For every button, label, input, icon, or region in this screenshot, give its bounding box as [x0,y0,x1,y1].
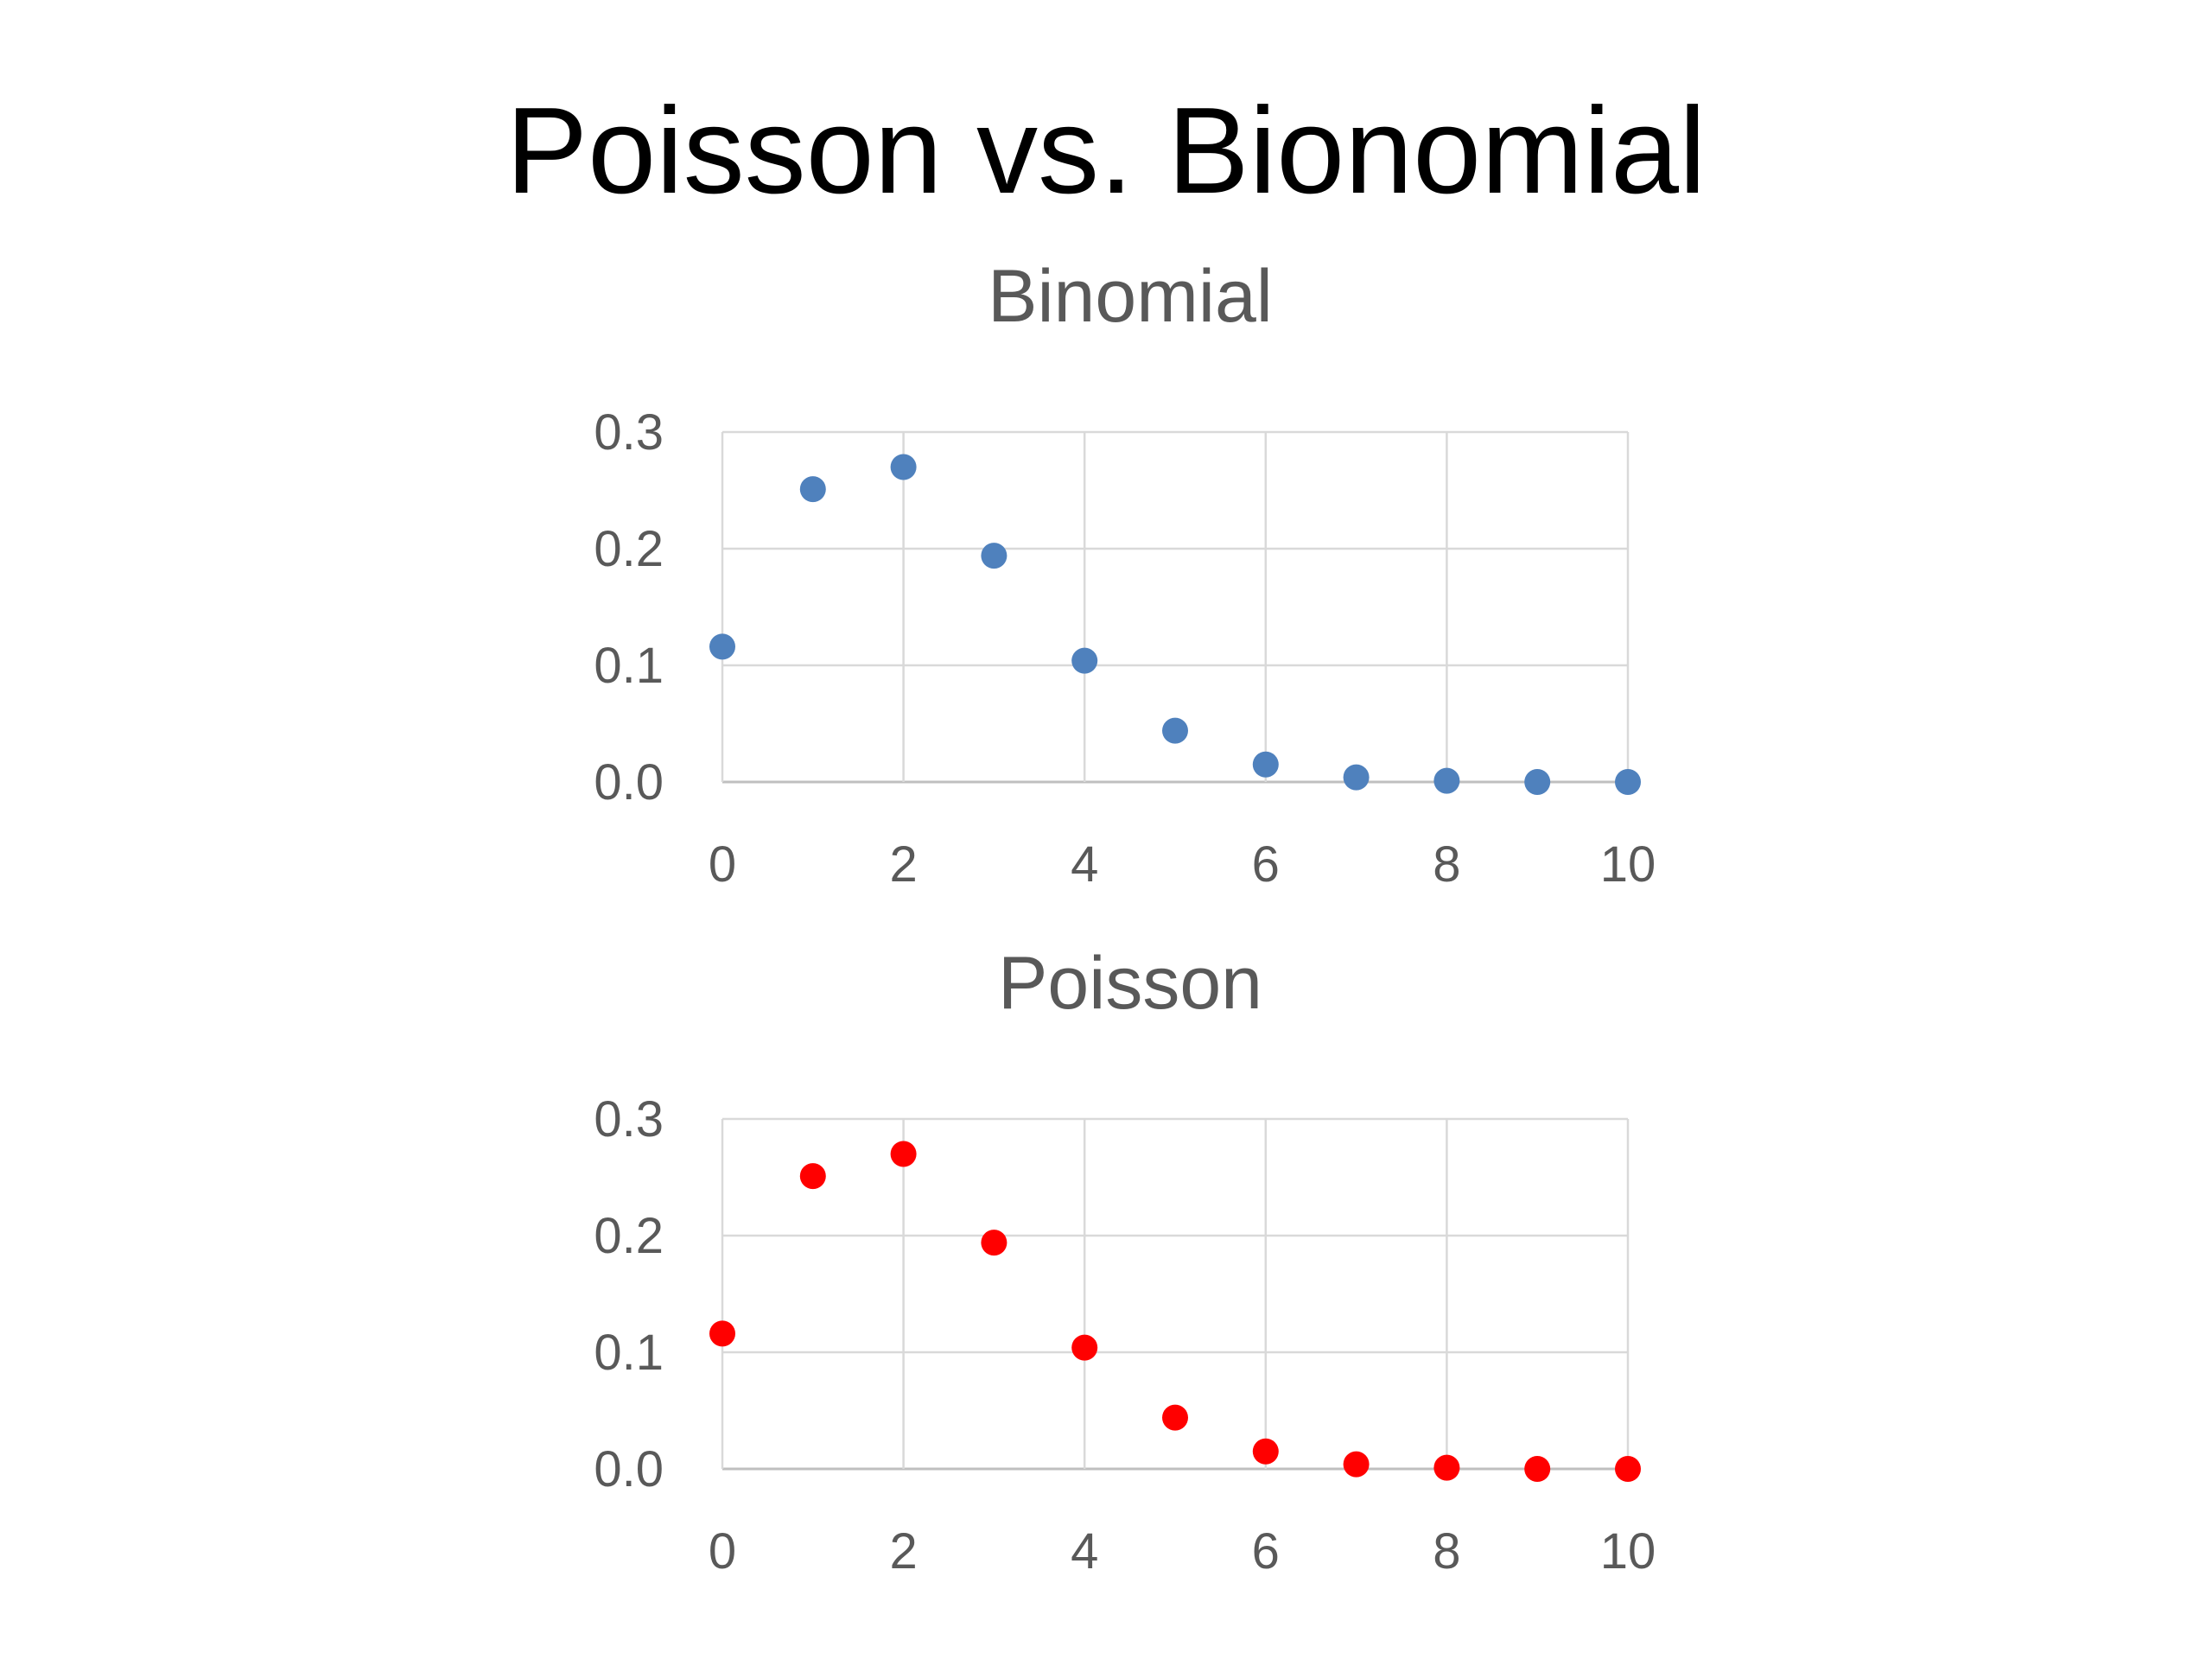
y-tick-label: 0.2 [594,521,664,577]
y-tick-label: 0.1 [594,1325,664,1381]
data-point [1524,1456,1551,1482]
x-tick-label: 6 [1252,836,1280,893]
slide-title: Poisson vs. Bionomial [505,82,1707,219]
x-tick-label: 8 [1433,1523,1460,1580]
x-tick-label: 4 [1071,836,1098,893]
data-point [1615,769,1641,795]
x-tick-label: 10 [1600,1523,1656,1580]
data-point [799,1163,826,1190]
chart-title: Binomial [988,255,1273,338]
x-tick-label: 0 [709,1523,736,1580]
data-point [1343,1451,1370,1478]
data-point [1433,767,1460,794]
x-tick-label: 10 [1600,836,1656,893]
data-point [1433,1454,1460,1481]
data-point [709,633,735,660]
chart-title: Poisson [998,942,1262,1025]
data-point [1252,1438,1279,1465]
data-point [1071,1334,1098,1361]
data-point [1162,1404,1188,1431]
data-point [1252,751,1279,778]
y-tick-label: 0.3 [594,404,664,461]
data-point [1343,764,1370,791]
data-point [1524,769,1551,795]
data-point [1071,647,1098,674]
poisson-chart: Poisson 0.0 0.1 0.2 0.3 0 2 4 6 8 10 [594,942,1656,1580]
x-tick-label: 6 [1252,1523,1280,1580]
x-tick-label: 2 [889,1523,917,1580]
data-point [1615,1456,1641,1482]
data-point [890,454,917,480]
y-tick-label: 0.3 [594,1091,664,1147]
data-point [1162,717,1188,744]
y-tick-label: 0.0 [594,754,664,810]
x-tick-label: 0 [709,836,736,893]
y-tick-label: 0.1 [594,638,664,694]
x-tick-label: 2 [889,836,917,893]
data-point [799,476,826,503]
data-point [890,1141,917,1167]
y-tick-label: 0.2 [594,1208,664,1264]
y-tick-label: 0.0 [594,1441,664,1497]
data-point [981,1230,1007,1256]
x-tick-label: 8 [1433,836,1460,893]
data-point [709,1320,735,1347]
binomial-chart: Binomial 0.0 0.1 0.2 0.3 0 2 4 6 8 10 [594,255,1656,893]
x-tick-label: 4 [1071,1523,1098,1580]
data-point [981,543,1007,569]
